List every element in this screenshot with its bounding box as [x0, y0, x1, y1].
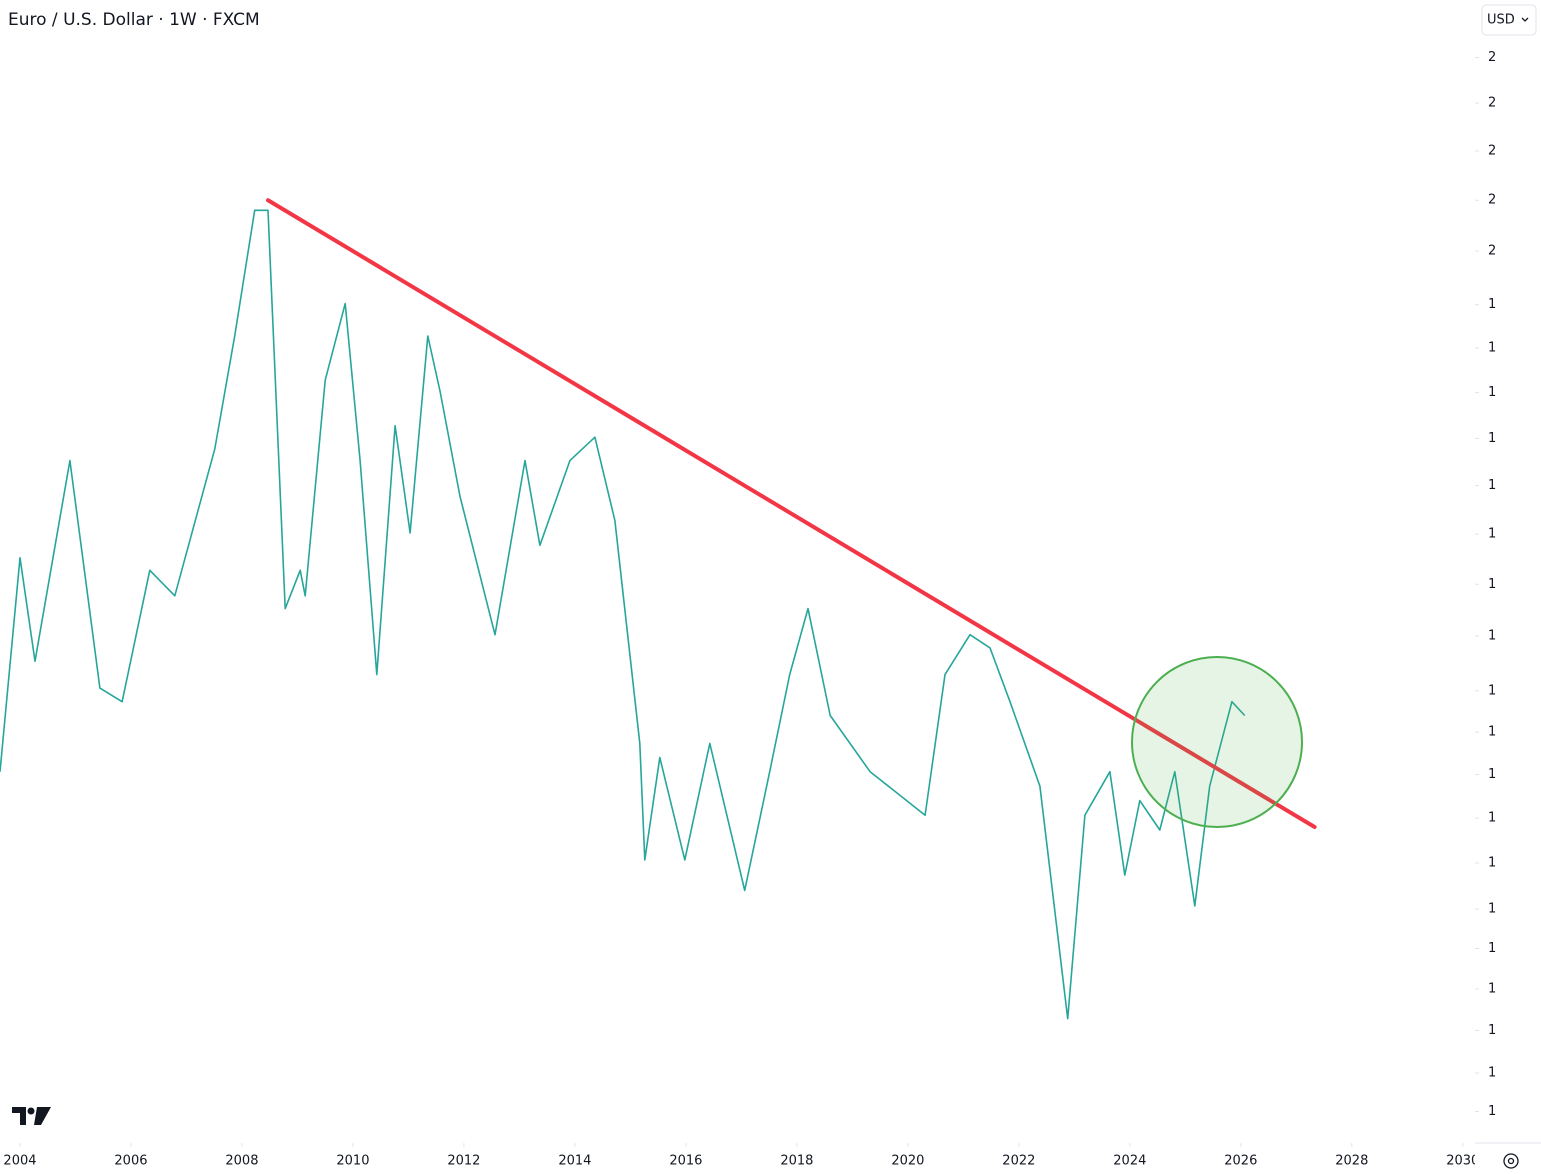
x-axis: 2004 2006 2008 2010 2012 2014 2016 2018 2020 2022…: [3, 1143, 1479, 1169]
y-tick-label: 1: [1488, 767, 1496, 782]
x-tick-label: 2022: [1002, 1154, 1035, 1169]
x-tick-label: 2014: [558, 1154, 591, 1169]
y-tick-label: 1: [1488, 683, 1496, 698]
tv-logo: [12, 1107, 51, 1125]
y-tick-label: 1: [1488, 577, 1496, 592]
y-tick-label: 1: [1488, 297, 1496, 312]
x-tick-label: 2018: [780, 1154, 813, 1169]
x-tick-label: 2012: [447, 1154, 480, 1169]
x-tick-label: 2020: [891, 1154, 924, 1169]
x-tick-label: 2030: [1446, 1154, 1479, 1169]
y-tick-label: 1: [1488, 902, 1496, 917]
x-tick-label: 2008: [225, 1154, 258, 1169]
y-tick-label: 1: [1488, 341, 1496, 356]
x-tick-label: 2004: [3, 1154, 36, 1169]
y-tick-label: 1: [1488, 1066, 1496, 1081]
trendline: [266, 198, 1317, 830]
y-tick-label: 1: [1488, 431, 1496, 446]
x-tick-label: 2028: [1335, 1154, 1368, 1169]
chart-title: Euro / U.S. Dollar · 1W · FXCM: [8, 10, 260, 30]
y-tick-label: 1: [1488, 941, 1496, 956]
y-tick-label: 1: [1488, 629, 1496, 644]
x-tick-label: 2026: [1224, 1154, 1257, 1169]
y-tick-label: 1: [1488, 1104, 1496, 1119]
x-tick-label: 2010: [336, 1154, 369, 1169]
settings-icon[interactable]: [1503, 1153, 1519, 1169]
y-tick-label: 1: [1488, 1023, 1496, 1038]
y-tick-label: 2: [1488, 50, 1496, 65]
x-tick-label: 2006: [114, 1154, 147, 1169]
currency-button[interactable]: [1481, 4, 1537, 36]
y-tick-label: 2: [1488, 96, 1496, 111]
y-tick-label: 2: [1488, 143, 1496, 158]
y-tick-label: 1: [1488, 981, 1496, 996]
y-tick-label: 2: [1488, 244, 1496, 259]
highlight-circle: [1131, 656, 1303, 828]
y-tick-label: 1: [1488, 811, 1496, 826]
y-tick-label: 1: [1488, 855, 1496, 870]
y-tick-label: 1: [1488, 478, 1496, 493]
price-line: [0, 209, 1246, 1020]
y-tick-label: 1: [1488, 725, 1496, 740]
x-tick-label: 2024: [1113, 1154, 1146, 1169]
plot-area: [0, 198, 1317, 1020]
y-tick-label: 1: [1488, 527, 1496, 542]
currency-label[interactable]: USD: [1487, 13, 1515, 28]
x-tick-label: 2016: [669, 1154, 702, 1169]
y-tick-label: 1: [1488, 385, 1496, 400]
dropdown-arrow: [1521, 17, 1529, 22]
y-tick-label: 2: [1488, 193, 1496, 208]
